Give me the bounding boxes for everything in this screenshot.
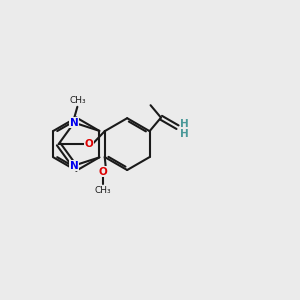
Text: O: O (99, 167, 108, 177)
Text: N: N (70, 118, 79, 128)
Text: N: N (70, 160, 79, 171)
Text: CH₃: CH₃ (95, 186, 112, 195)
Text: H: H (180, 119, 188, 129)
Text: CH₃: CH₃ (70, 96, 86, 105)
Text: O: O (85, 139, 93, 149)
Text: H: H (180, 129, 188, 139)
